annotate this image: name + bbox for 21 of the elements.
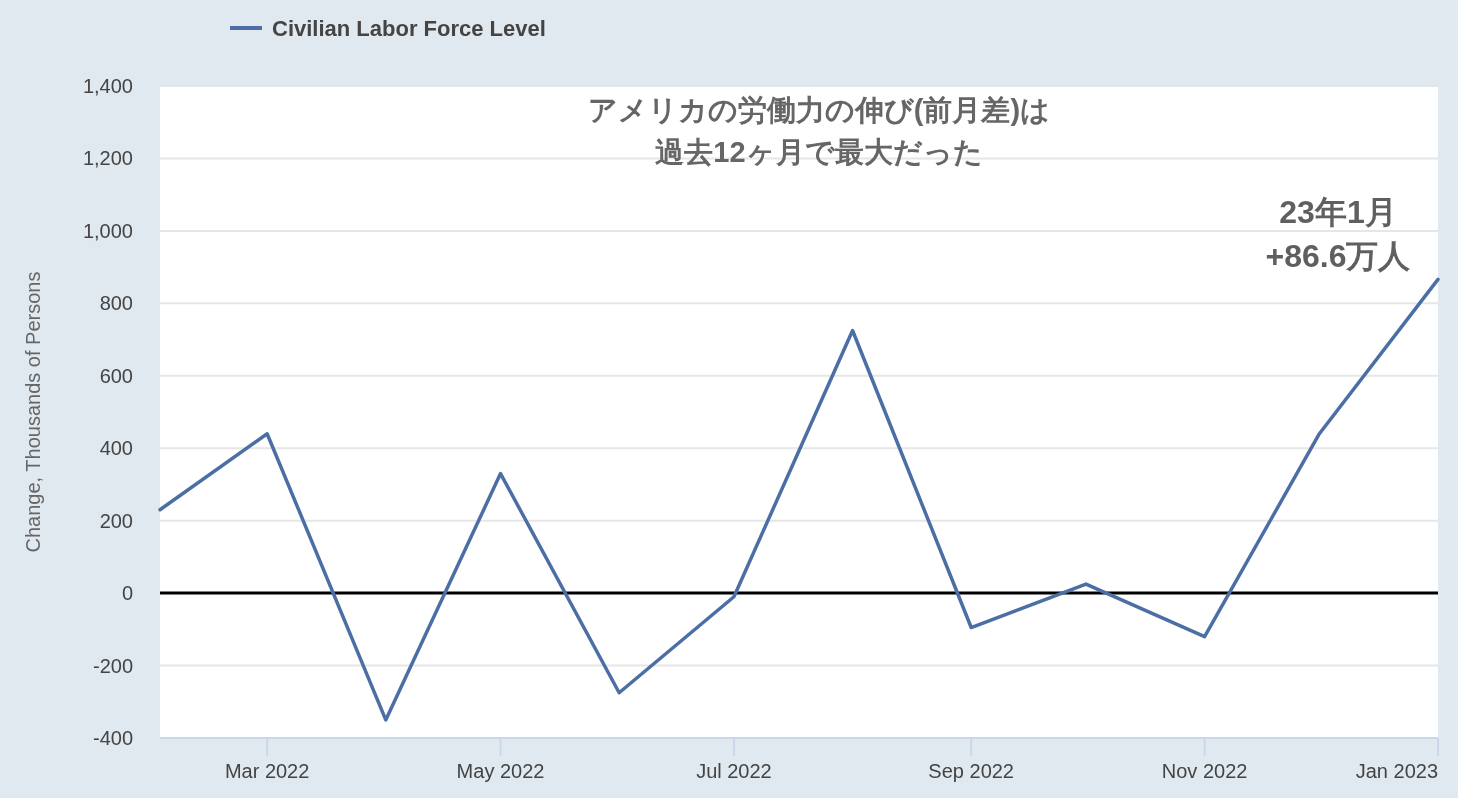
annotation: 23年1月 +86.6万人: [1265, 194, 1411, 275]
y-tick-label: -400: [92, 727, 133, 749]
x-tick-label: May 2022: [456, 760, 545, 782]
y-tick-label: -200: [92, 654, 133, 677]
y-tick-label: 800: [99, 292, 133, 315]
y-tick-label: 400: [99, 437, 133, 460]
y-tick-label: 200: [99, 509, 133, 532]
x-tick-label: Jan 2023: [1355, 760, 1438, 782]
y-axis-title: Change, Thousands of Persons: [22, 271, 44, 553]
y-tick-label: 1,000: [82, 219, 133, 242]
x-tick-label: Sep 2022: [928, 760, 1014, 782]
legend: Civilian Labor Force Level: [230, 16, 546, 41]
x-tick-label: Mar 2022: [224, 760, 310, 782]
title: アメリカの労働力の伸び(前月差)は: [587, 94, 1051, 126]
y-tick-label: 1,400: [82, 75, 133, 97]
y-tick-label: 0: [121, 582, 133, 605]
subtitle: 過去12ヶ月で最大だった: [655, 136, 983, 168]
y-tick-label: 1,200: [82, 147, 133, 170]
x-tick-label: Nov 2022: [1161, 760, 1248, 782]
x-tick-label: Jul 2022: [696, 760, 772, 782]
y-tick-label: 600: [99, 364, 133, 387]
